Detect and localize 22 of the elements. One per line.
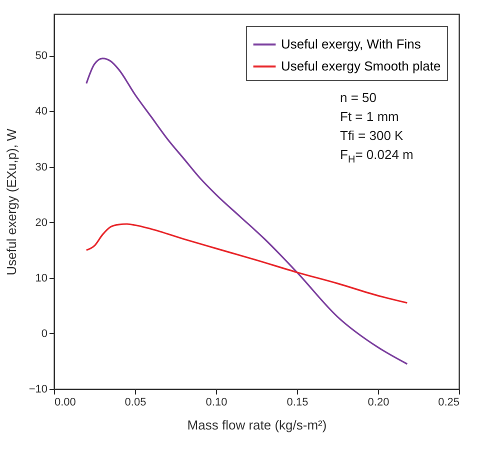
x-axis-title: Mass flow rate (kg/s-m²) <box>187 418 327 432</box>
x-tick-label: 0.10 <box>206 396 228 408</box>
y-tick-label: 40 <box>35 106 48 118</box>
y-tick-label: 0 <box>41 328 48 340</box>
y-tick-label: 30 <box>35 161 48 174</box>
y-tick-label: −10 <box>28 384 48 396</box>
x-tick-label: 0.15 <box>286 396 308 408</box>
x-tick-label: 0.00 <box>54 396 76 408</box>
x-tick-label: 0.20 <box>368 396 390 408</box>
x-tick-label: 0.05 <box>124 396 146 408</box>
legend-label: Useful exergy, With Fins <box>281 36 422 52</box>
y-tick-label: 50 <box>35 50 48 62</box>
y-tick-label: 20 <box>35 216 48 229</box>
annotation: Tfi = 300 K <box>340 127 404 145</box>
annotation: F$_{H}$= 0.024 m <box>340 146 414 168</box>
x-tick-label: 0.25 <box>438 396 460 408</box>
y-axis-title: Useful exergy (EXu,p), W <box>4 128 19 276</box>
annotation: n = 50 <box>340 89 378 107</box>
y-tick-label: 10 <box>35 272 48 284</box>
annotation: Ft = 1 mm <box>340 108 400 126</box>
legend-label: Useful exergy Smooth plate <box>281 58 441 74</box>
line-series <box>86 223 408 304</box>
